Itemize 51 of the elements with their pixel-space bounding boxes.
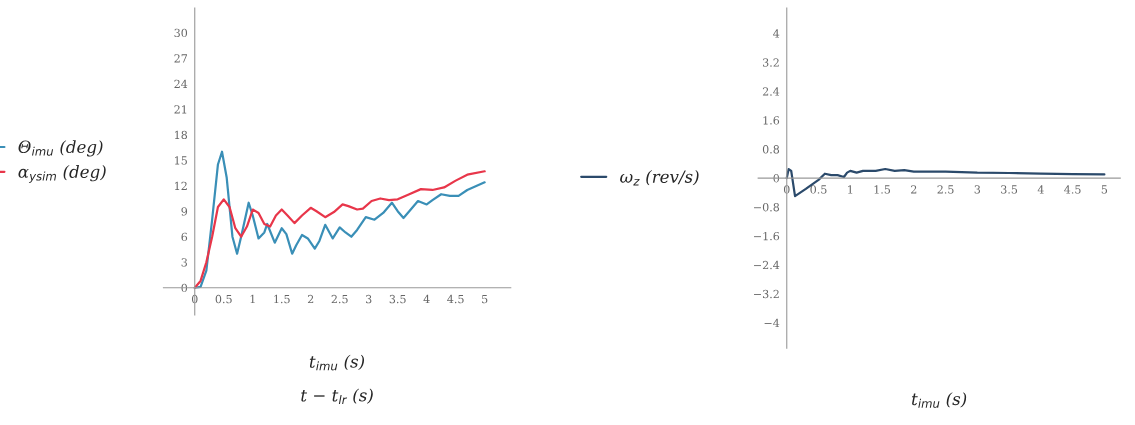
y-tick-label: 24 — [174, 79, 188, 88]
x-tick-label: 3 — [974, 185, 981, 194]
x-tick-label: 1 — [250, 294, 255, 304]
x-tick-label: 2 — [307, 294, 314, 304]
y-tick-label: 3 — [181, 258, 187, 267]
x-tick-label: 1 — [848, 185, 853, 194]
line-series — [785, 167, 1106, 198]
legend-label: ω$_{z}$ (rev/s) — [620, 170, 699, 186]
y-tick-label: 27 — [174, 54, 187, 63]
x-tick-label: 4 — [1037, 185, 1044, 194]
x-tick-label: 0 — [191, 294, 198, 304]
x-tick-label: 0.5 — [810, 185, 827, 194]
x-tick-label: 2 — [911, 185, 917, 194]
x-tick-label: 4.5 — [1064, 185, 1081, 194]
y-tick-label: 3.2 — [763, 58, 779, 67]
y-tick-label: 18 — [175, 130, 188, 140]
y-tick-label: 12 — [175, 181, 187, 190]
x-tick-label: 2.5 — [331, 294, 348, 304]
y-tick-label: −2.4 — [754, 260, 780, 270]
y-tick-label: 0 — [181, 283, 188, 293]
x-axis-title: t$_{imu}$ (s) — [911, 392, 967, 408]
y-tick-label: −3.2 — [754, 289, 779, 299]
x-tick-label: 2.5 — [937, 185, 954, 194]
y-tick-label: −1.6 — [754, 231, 780, 241]
y-tick-label: 0 — [773, 174, 780, 183]
text: t − t$_{lr}$ (s) — [301, 388, 373, 404]
y-tick-label: 1.6 — [763, 116, 780, 125]
x-tick-label: 4 — [423, 294, 430, 304]
y-tick-label: 15 — [175, 156, 187, 165]
legend-label: Θ$_{imu}$ (deg) — [18, 140, 103, 157]
y-tick-label: 2.4 — [762, 87, 780, 96]
x-axis-title: t$_{imu}$ (s) — [309, 354, 365, 371]
x-tick-label: 5 — [482, 295, 488, 304]
x-tick-label: 3 — [366, 294, 372, 304]
y-tick-label: 30 — [174, 28, 188, 38]
x-tick-label: 5 — [1101, 185, 1108, 194]
x-tick-label: 3.5 — [389, 294, 406, 304]
x-tick-label: 0.5 — [215, 294, 232, 304]
y-tick-label: 9 — [181, 207, 188, 216]
x-tick-label: 1.5 — [274, 294, 290, 304]
legend-label: α$_{ysim}$ (deg) — [18, 165, 106, 183]
x-tick-label: 1.5 — [874, 185, 891, 194]
x-tick-label: 4.5 — [447, 294, 464, 304]
y-tick-label: 4 — [773, 29, 780, 38]
y-tick-label: 0.8 — [762, 145, 780, 154]
y-tick-label: 6 — [181, 232, 188, 242]
y-tick-label: −4 — [764, 318, 780, 327]
y-tick-label: 21 — [174, 105, 187, 114]
x-tick-label: 3.5 — [1001, 185, 1018, 194]
y-tick-label: −0.8 — [754, 202, 780, 212]
x-tick-label: 0 — [783, 185, 790, 194]
